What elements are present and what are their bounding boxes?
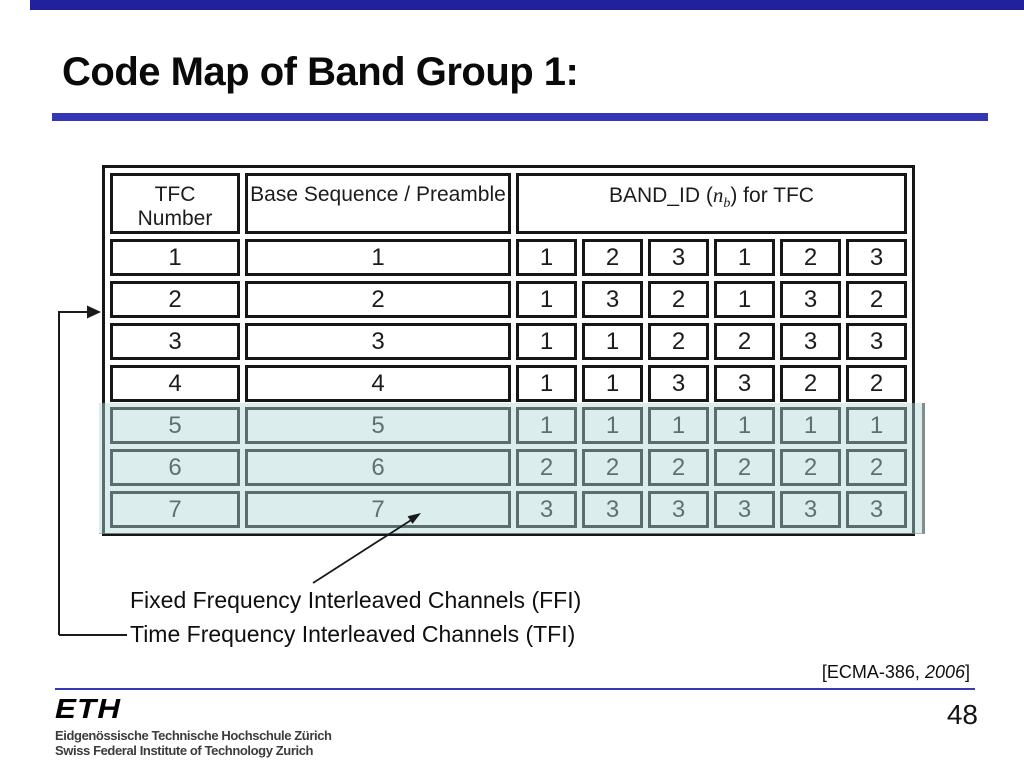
table-cell: 1 [582, 407, 643, 444]
table-cell: 4 [110, 365, 240, 402]
eth-logo: ETH Eidgenössische Technische Hochschule… [55, 695, 332, 759]
eth-wordmark: ETH [55, 693, 122, 724]
table-cell: 2 [245, 281, 511, 318]
table-row-highlighted: 6 6 2 2 2 2 2 2 [110, 449, 907, 486]
table-cell: 1 [714, 281, 775, 318]
table-cell: 3 [846, 239, 907, 276]
table-cell: 2 [648, 449, 709, 486]
table-cell: 1 [648, 407, 709, 444]
table-cell: 2 [110, 281, 240, 318]
table-cell: 3 [780, 491, 841, 528]
table-cell: 3 [245, 323, 511, 360]
table-cell: 3 [582, 281, 643, 318]
table-row: 4 4 1 1 3 3 2 2 [110, 365, 907, 402]
table-cell: 3 [714, 491, 775, 528]
table-cell: 5 [110, 407, 240, 444]
table-cell: 3 [648, 239, 709, 276]
table-cell: 2 [780, 365, 841, 402]
table-cell: 1 [516, 407, 577, 444]
table-cell: 1 [516, 365, 577, 402]
tfc-code-map-table: TFC Number Base Sequence / Preamble BAND… [102, 165, 915, 536]
band-header-symbol: n [712, 183, 724, 207]
table-row: 1 1 1 2 3 1 2 3 [110, 239, 907, 276]
page-number: 48 [946, 699, 978, 730]
base-sequence-header: Base Sequence / Preamble [245, 173, 511, 234]
table-row: 3 3 1 1 2 2 3 3 [110, 323, 907, 360]
table-cell: 1 [582, 323, 643, 360]
table-cell: 3 [648, 491, 709, 528]
table-cell: 2 [846, 365, 907, 402]
eth-name-english: Swiss Federal Institute of Technology Zu… [55, 743, 314, 758]
citation-year: 2006 [924, 662, 965, 682]
table-row-highlighted: 7 7 3 3 3 3 3 3 [110, 491, 907, 528]
table-row-highlighted: 5 5 1 1 1 1 1 1 [110, 407, 907, 444]
table-cell: 2 [714, 323, 775, 360]
table-cell: 3 [846, 491, 907, 528]
table-cell: 1 [245, 239, 511, 276]
table-cell: 2 [780, 449, 841, 486]
title-underline [52, 113, 988, 121]
tfc-number-header: TFC Number [110, 173, 240, 234]
table-cell: 3 [516, 491, 577, 528]
citation-open: [ECMA-386, [821, 662, 925, 682]
ffi-label: Fixed Frequency Interleaved Channels (FF… [130, 587, 582, 613]
tfc-header-line1: TFC [154, 183, 196, 206]
table-cell: 1 [846, 407, 907, 444]
table-cell: 3 [648, 365, 709, 402]
table-cell: 3 [780, 281, 841, 318]
tfc-code-map-table-wrap: TFC Number Base Sequence / Preamble BAND… [102, 165, 915, 536]
table-cell: 1 [516, 281, 577, 318]
table-cell: 1 [516, 239, 577, 276]
table-header-row: TFC Number Base Sequence / Preamble BAND… [110, 173, 907, 234]
table-cell: 2 [582, 239, 643, 276]
slide-title: Code Map of Band Group 1: [62, 50, 579, 94]
table-cell: 5 [245, 407, 511, 444]
table-cell: 2 [714, 449, 775, 486]
band-header-prefix: BAND_ID ( [609, 184, 713, 207]
tfc-header-line2: Number [137, 207, 213, 230]
table-cell: 1 [516, 323, 577, 360]
table-cell: 3 [714, 365, 775, 402]
table-cell: 2 [846, 449, 907, 486]
table-cell: 1 [110, 239, 240, 276]
table-cell: 1 [714, 239, 775, 276]
table-cell: 3 [780, 323, 841, 360]
band-header-suffix: ) for TFC [730, 184, 814, 207]
tfi-label: Time Frequency Interleaved Channels (TFI… [130, 621, 576, 647]
table-cell: 7 [245, 491, 511, 528]
table-cell: 3 [846, 323, 907, 360]
table-row: 2 2 1 3 2 1 3 2 [110, 281, 907, 318]
top-accent-bar [30, 0, 1024, 10]
table-cell: 6 [245, 449, 511, 486]
table-cell: 3 [110, 323, 240, 360]
table-cell: 2 [846, 281, 907, 318]
table-cell: 4 [245, 365, 511, 402]
table-cell: 2 [780, 239, 841, 276]
table-cell: 1 [582, 365, 643, 402]
tfi-arrowhead-icon [87, 305, 101, 319]
table-cell: 1 [714, 407, 775, 444]
table-cell: 2 [516, 449, 577, 486]
citation: [ECMA-386, 2006] [822, 662, 970, 683]
table-cell: 3 [582, 491, 643, 528]
table-cell: 6 [110, 449, 240, 486]
table-cell: 2 [648, 323, 709, 360]
footer-divider [55, 688, 975, 690]
table-cell: 1 [780, 407, 841, 444]
table-cell: 7 [110, 491, 240, 528]
table-cell: 2 [648, 281, 709, 318]
eth-name-german: Eidgenössische Technische Hochschule Zür… [55, 728, 332, 743]
table-cell: 2 [582, 449, 643, 486]
band-id-header: BAND_ID (nb) for TFC [516, 173, 907, 234]
citation-close: ] [964, 662, 970, 682]
band-header-subscript: b [723, 196, 731, 212]
